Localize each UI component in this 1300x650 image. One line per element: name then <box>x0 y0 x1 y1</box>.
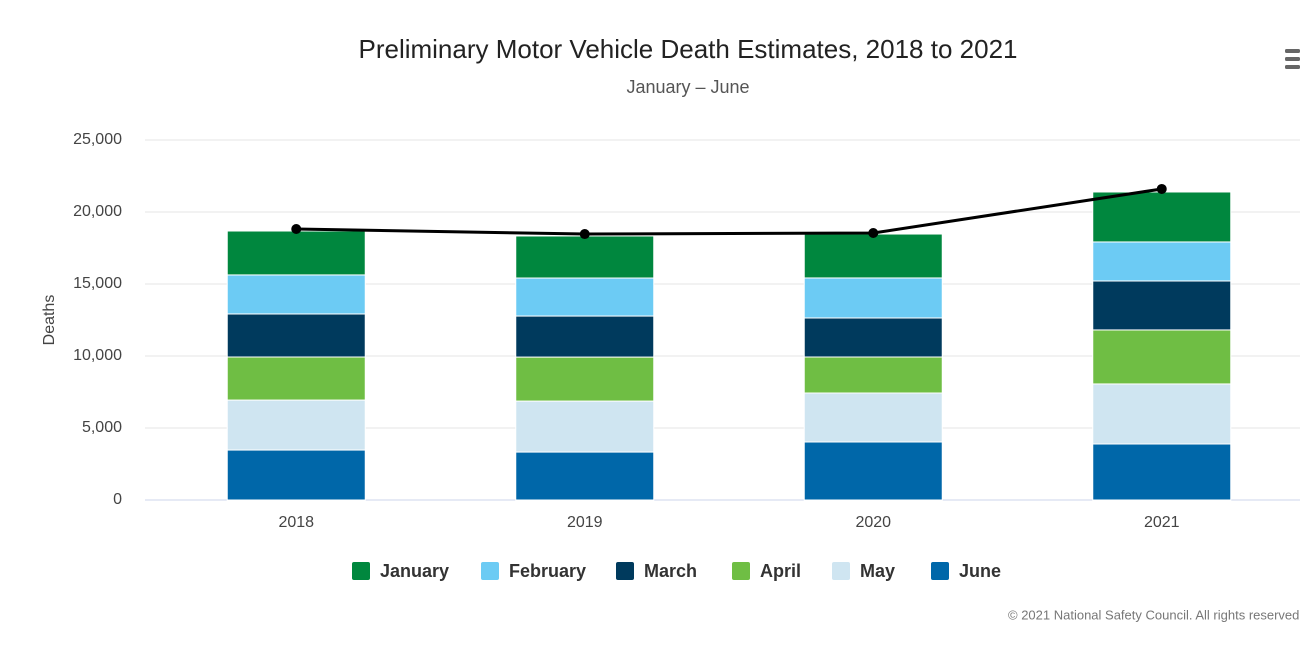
bar-segment <box>226 399 366 451</box>
legend-label: March <box>644 561 697 581</box>
menu-bar <box>1285 49 1300 53</box>
bar-segment <box>1092 280 1232 331</box>
x-tick-label: 2018 <box>278 514 314 531</box>
bar-segment <box>226 356 366 401</box>
y-tick-label: 5,000 <box>82 419 122 436</box>
chart-title: Preliminary Motor Vehicle Death Estimate… <box>358 34 1017 64</box>
total-line <box>296 187 1162 236</box>
bar-segment <box>803 233 943 279</box>
y-tick-label: 20,000 <box>73 203 122 220</box>
bar-segment <box>803 317 943 358</box>
bar-segment <box>1092 241 1232 282</box>
bar-segment <box>515 277 655 317</box>
bar-segment <box>515 315 655 358</box>
legend-label: May <box>860 561 895 581</box>
bar-segment <box>226 274 366 315</box>
y-tick-label: 25,000 <box>73 131 122 148</box>
menu-bar <box>1285 65 1300 69</box>
line-marker <box>1156 183 1167 194</box>
legend-swatch <box>616 562 634 580</box>
x-tick-label: 2020 <box>855 514 891 531</box>
menu-button[interactable] <box>1285 49 1300 69</box>
legend-label: June <box>959 561 1001 581</box>
y-tick-label: 0 <box>113 491 122 508</box>
legend-swatch <box>732 562 750 580</box>
legend-swatch <box>481 562 499 580</box>
line-marker <box>868 228 879 239</box>
legend-swatch <box>931 562 949 580</box>
legend-swatch <box>832 562 850 580</box>
line-marker <box>579 229 590 240</box>
x-tick-label: 2019 <box>567 514 603 531</box>
legend-label: April <box>760 561 801 581</box>
legend-label: January <box>380 561 449 581</box>
bar-segment <box>803 356 943 394</box>
line-marker <box>291 223 302 234</box>
bar-segment <box>803 441 943 501</box>
bar-segment <box>803 277 943 319</box>
chart-subtitle: January – June <box>626 77 749 97</box>
bar-segment <box>1092 383 1232 445</box>
bar-segment <box>515 356 655 402</box>
bar-segment <box>226 449 366 501</box>
bar-segment <box>1092 443 1232 501</box>
bar-segment <box>1092 191 1232 243</box>
y-tick-label: 15,000 <box>73 275 122 292</box>
bar-segment <box>515 400 655 453</box>
legend-label: February <box>509 561 586 581</box>
bar-segment <box>515 451 655 501</box>
credit: © 2021 National Safety Council. All righ… <box>1008 607 1300 622</box>
bar-segment <box>803 392 943 443</box>
bar-segment <box>1092 329 1232 385</box>
menu-bar <box>1285 57 1300 61</box>
legend-swatch <box>352 562 370 580</box>
bar-segment <box>226 230 366 276</box>
y-tick-label: 10,000 <box>73 347 122 364</box>
bar-segment <box>226 313 366 358</box>
bar-segment <box>515 235 655 279</box>
y-axis-label: Deaths <box>41 295 58 346</box>
x-tick-label: 2021 <box>1144 514 1180 531</box>
